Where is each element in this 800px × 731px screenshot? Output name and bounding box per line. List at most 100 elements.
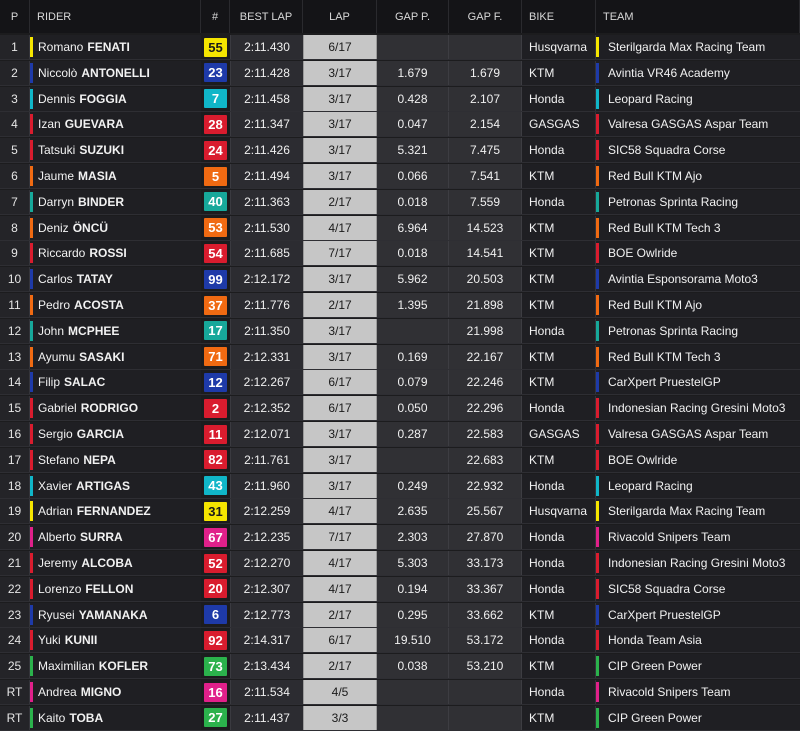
rider-first-name: Adrian <box>38 504 73 519</box>
table-row[interactable]: 19 Adrian FERNANDEZ 31 2:12.259 4/17 2.635 25.5… <box>0 499 800 525</box>
table-row[interactable]: 20 Alberto SURRA 67 2:12.235 7/17 2.303 27.870 H… <box>0 525 800 551</box>
table-row[interactable]: 13 Ayumu SASAKI 71 2:12.331 3/17 0.169 22.167 KT… <box>0 344 800 370</box>
bike-cell: Honda <box>522 318 596 343</box>
rider-first-name: Yuki <box>38 633 61 648</box>
table-row[interactable]: 12 John MCPHEE 17 2:11.350 3/17 21.998 Honda Pet… <box>0 318 800 344</box>
rider-cell: Stefano NEPA <box>30 447 201 472</box>
best-lap-cell: 2:11.437 <box>230 705 303 730</box>
team-name: Sterilgarda Max Racing Team <box>608 504 766 519</box>
table-row[interactable]: 3 Dennis FOGGIA 7 2:11.458 3/17 0.428 2.107 Hond… <box>0 86 800 112</box>
lap-cell: 4/17 <box>303 551 377 575</box>
best-lap-cell: 2:11.426 <box>230 138 303 163</box>
table-row[interactable]: 9 Riccardo ROSSI 54 2:11.685 7/17 0.018 14.541 K… <box>0 241 800 267</box>
rider-cell: Deniz ÖNCÜ <box>30 215 201 240</box>
number-cell: 7 <box>201 87 230 111</box>
lap-cell: 3/17 <box>303 422 377 446</box>
rider-last-name: YAMANAKA <box>78 607 148 622</box>
rider-number-badge: 71 <box>204 347 227 367</box>
team-color-stripe <box>596 166 599 186</box>
best-lap-cell: 2:11.363 <box>230 189 303 214</box>
rider-color-stripe <box>30 37 33 57</box>
rider-first-name: Jaume <box>38 169 75 183</box>
rider-color-stripe <box>30 269 33 290</box>
rider-number-badge: 52 <box>204 553 227 573</box>
team-color-stripe <box>596 630 599 651</box>
gap-previous-cell: 0.169 <box>377 344 449 369</box>
team-name: CarXpert PruestelGP <box>608 375 721 390</box>
gap-previous-cell: 19.510 <box>377 628 449 653</box>
table-row[interactable]: 21 Jeremy ALCOBA 52 2:12.270 4/17 5.303 33.173 H… <box>0 551 800 576</box>
team-name: Avintia VR46 Academy <box>608 65 730 80</box>
bike-cell: KTM <box>522 370 596 395</box>
rider-first-name: Niccolò <box>38 65 78 80</box>
team-name: Rivacold Snipers Team <box>608 530 731 545</box>
gap-previous-cell: 1.395 <box>377 293 449 317</box>
rider-last-name: ARTIGAS <box>76 478 131 493</box>
position-cell: 6 <box>0 164 30 188</box>
rider-last-name: SUZUKI <box>79 143 125 158</box>
team-name: Red Bull KTM Ajo <box>608 169 703 183</box>
bike-cell: GASGAS <box>522 422 596 446</box>
table-row[interactable]: 23 Ryusei YAMANAKA 6 2:12.773 2/17 0.295 33.662… <box>0 602 800 628</box>
best-lap-cell: 2:11.761 <box>230 447 303 472</box>
bike-cell: Honda <box>522 396 596 421</box>
bike-cell: Honda <box>522 189 596 214</box>
rider-number-badge: 6 <box>204 605 227 625</box>
team-cell: Honda Team Asia <box>596 628 800 653</box>
best-lap-cell: 2:12.352 <box>230 396 303 421</box>
table-row[interactable]: 16 Sergio GARCIA 11 2:12.071 3/17 0.287 22.583 G… <box>0 422 800 447</box>
team-color-stripe <box>596 578 599 599</box>
table-row[interactable]: 5 Tatsuki SUZUKI 24 2:11.426 3/17 5.321 7.475 Ho… <box>0 138 800 164</box>
gap-first-cell: 7.475 <box>449 138 522 163</box>
table-row[interactable]: 17 Stefano NEPA 82 2:11.761 3/17 22.683 KTM BOE … <box>0 447 800 473</box>
team-color-stripe <box>596 114 599 135</box>
table-row[interactable]: 18 Xavier ARTIGAS 43 2:11.960 3/17 0.249 22.932… <box>0 473 800 499</box>
lap-cell: 3/17 <box>303 447 377 472</box>
table-row[interactable]: 25 Maximilian KOFLER 73 2:13.434 2/17 0.038 53.… <box>0 654 800 680</box>
team-color-stripe <box>596 140 599 161</box>
rider-last-name: ALCOBA <box>81 556 133 570</box>
best-lap-cell: 2:11.530 <box>230 215 303 240</box>
table-row[interactable]: 7 Darryn BINDER 40 2:11.363 2/17 0.018 7.559 Hon… <box>0 189 800 215</box>
table-row[interactable]: 11 Pedro ACOSTA 37 2:11.776 2/17 1.395 21.898 KT… <box>0 293 800 318</box>
lap-cell: 4/17 <box>303 576 377 601</box>
position-cell: 25 <box>0 654 30 679</box>
rider-color-stripe <box>30 62 33 83</box>
table-row[interactable]: 15 Gabriel RODRIGO 2 2:12.352 6/17 0.050 22.296… <box>0 396 800 422</box>
number-cell: 11 <box>201 422 230 446</box>
bike-cell: KTM <box>522 654 596 679</box>
table-row[interactable]: 8 Deniz ÖNCÜ 53 2:11.530 4/17 6.964 14.523 KTM Re… <box>0 215 800 241</box>
team-cell: Rivacold Snipers Team <box>596 525 800 550</box>
team-cell: Rivacold Snipers Team <box>596 680 800 704</box>
rider-first-name: Deniz <box>38 220 69 235</box>
table-row[interactable]: 14 Filip SALAC 12 2:12.267 6/17 0.079 22.246 KTM… <box>0 370 800 396</box>
position-cell: 13 <box>0 344 30 369</box>
rider-cell: Yuki KUNII <box>30 628 201 653</box>
best-lap-cell: 2:11.430 <box>230 35 303 59</box>
rider-color-stripe <box>30 346 33 367</box>
table-row[interactable]: RT Kaito TOBA 27 2:11.437 3/3 KTM CIP Green Pow… <box>0 705 800 731</box>
rider-cell: Carlos TATAY <box>30 267 201 292</box>
best-lap-cell: 2:13.434 <box>230 654 303 679</box>
table-row[interactable]: 6 Jaume MASIA 5 2:11.494 3/17 0.066 7.541 KTM Red… <box>0 164 800 189</box>
team-cell: Indonesian Racing Gresini Moto3 <box>596 396 800 421</box>
position-cell: 24 <box>0 628 30 653</box>
gap-previous-cell: 0.050 <box>377 396 449 421</box>
bike-cell: Honda <box>522 525 596 550</box>
team-name: CIP Green Power <box>608 659 702 674</box>
team-name: Red Bull KTM Tech 3 <box>608 349 721 364</box>
team-cell: Red Bull KTM Tech 3 <box>596 344 800 369</box>
rider-cell: Filip SALAC <box>30 370 201 395</box>
number-cell: 82 <box>201 448 230 472</box>
team-cell: CarXpert PruestelGP <box>596 602 800 627</box>
table-row[interactable]: 10 Carlos TATAY 99 2:12.172 3/17 5.962 20.503 KT… <box>0 267 800 293</box>
table-row[interactable]: 22 Lorenzo FELLON 20 2:12.307 4/17 0.194 33.367… <box>0 576 800 602</box>
table-row[interactable]: 1 Romano FENATI 55 2:11.430 6/17 Husqvarna Ster… <box>0 35 800 60</box>
table-row[interactable]: 4 Izan GUEVARA 28 2:11.347 3/17 0.047 2.154 GASG… <box>0 112 800 138</box>
best-lap-cell: 2:11.350 <box>230 318 303 343</box>
table-row[interactable]: RT Andrea MIGNO 16 2:11.534 4/5 Honda Rivacold … <box>0 680 800 705</box>
lap-cell: 3/17 <box>303 112 377 137</box>
table-row[interactable]: 2 Niccolò ANTONELLI 23 2:11.428 3/17 1.679 1.67… <box>0 60 800 86</box>
team-cell: Indonesian Racing Gresini Moto3 <box>596 551 800 575</box>
table-row[interactable]: 24 Yuki KUNII 92 2:14.317 6/17 19.510 53.172 Hon… <box>0 628 800 654</box>
